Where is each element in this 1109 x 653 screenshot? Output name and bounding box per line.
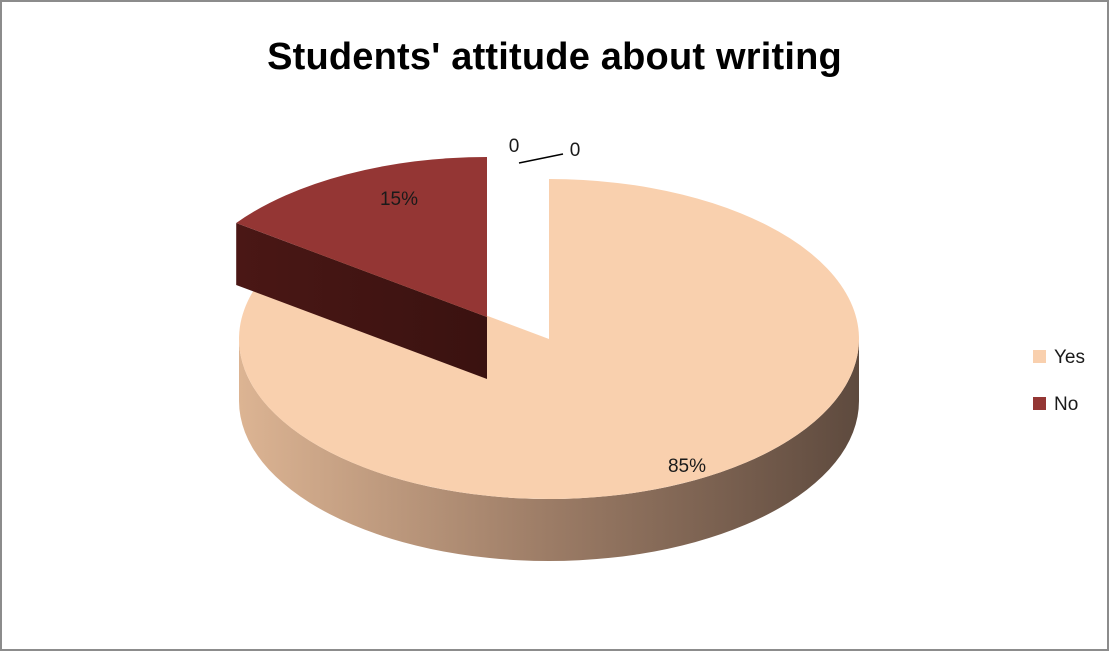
- chart-title: Students' attitude about writing: [267, 36, 842, 78]
- pie-slice-no-side: [236, 222, 487, 379]
- leader-line: [518, 153, 564, 164]
- data-label-zero-1: 0: [509, 136, 520, 157]
- data-label-yes: 85%: [668, 456, 706, 477]
- legend-label-no: No: [1054, 394, 1078, 415]
- pie-slice-yes: [238, 179, 860, 499]
- data-label-no: 15%: [380, 189, 418, 210]
- legend-swatch-yes: [1033, 350, 1046, 363]
- pie-slice-no: [236, 157, 487, 317]
- legend-swatch-no: [1033, 397, 1046, 410]
- data-label-zero-2: 0: [570, 140, 581, 161]
- legend-label-yes: Yes: [1054, 347, 1085, 368]
- pie-slice-yes-side: [239, 339, 859, 561]
